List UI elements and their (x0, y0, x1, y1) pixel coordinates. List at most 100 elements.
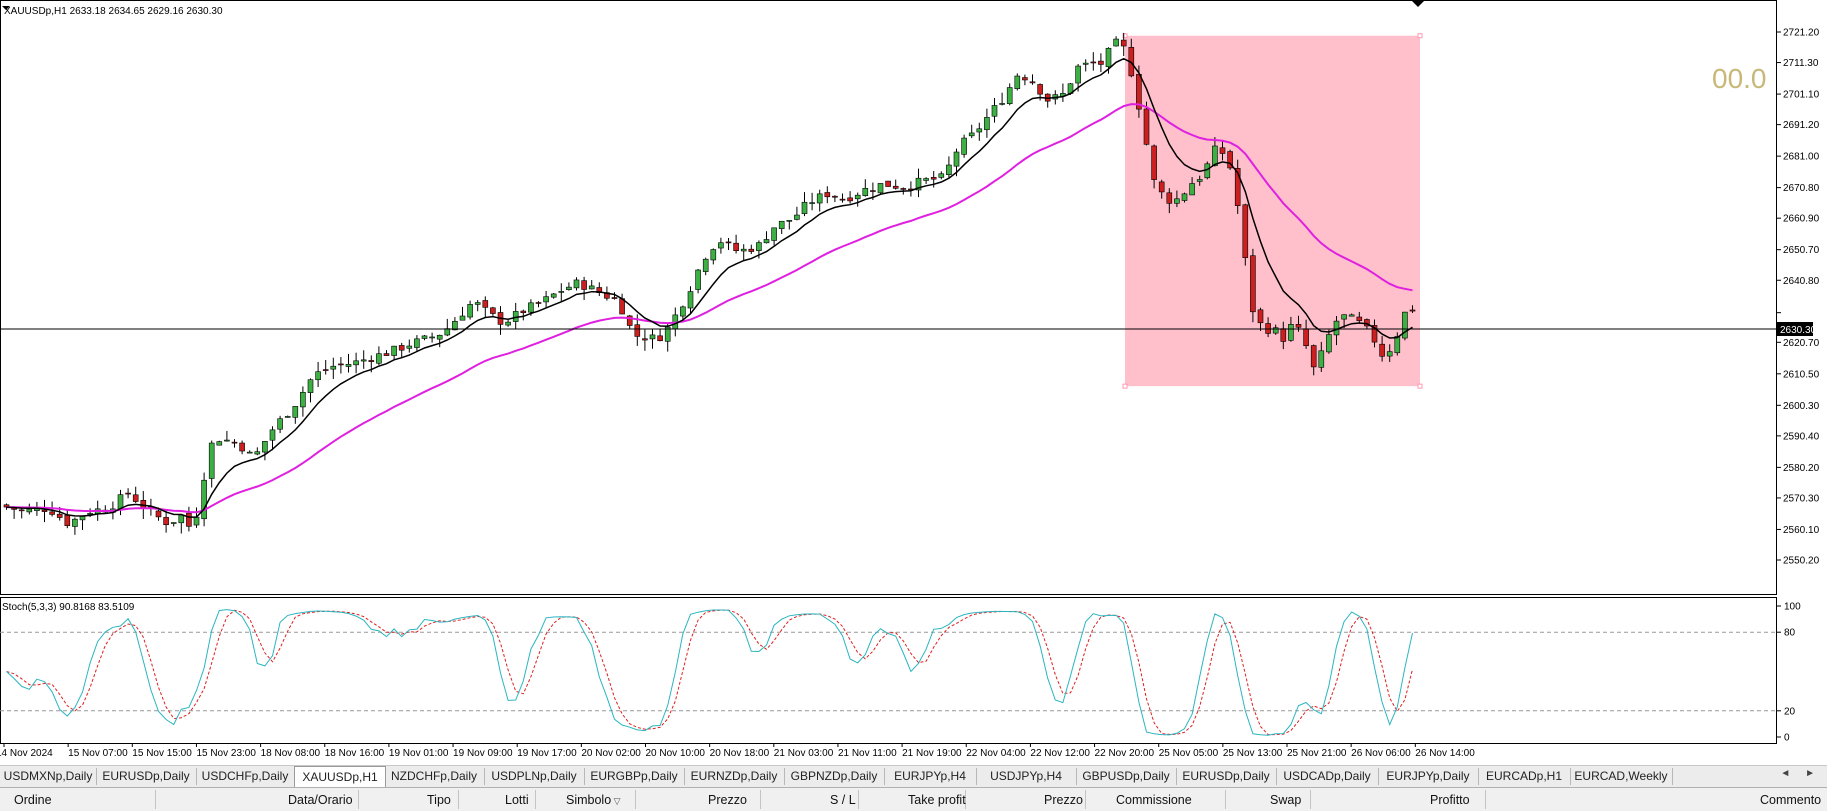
column-separator[interactable] (458, 790, 459, 809)
time-tick-label: 14 Nov 2024 (0, 748, 53, 759)
terminal-column-commissione[interactable]: Commissione (1116, 793, 1192, 807)
chart-tab-usdplnp-daily[interactable]: USDPLNp,Daily (484, 768, 585, 785)
candle-body (1113, 38, 1119, 47)
candle-body (626, 315, 633, 326)
terminal-column-take-profit[interactable]: Take profit (908, 793, 966, 807)
chart-tab-gbpusdp-daily[interactable]: GBPUSDp,Daily (1076, 768, 1177, 785)
terminal-column-prezzo[interactable]: Prezzo (708, 793, 747, 807)
chart-tab-nzdchfp-daily[interactable]: NZDCHFp,Daily (384, 768, 485, 785)
column-separator[interactable] (760, 790, 761, 809)
zone-handle[interactable] (1122, 383, 1128, 389)
chart-tab-eurusdp-daily[interactable]: EURUSDp,Daily (1176, 768, 1277, 785)
chart-tab-usdcadp-daily[interactable]: USDCADp,Daily (1276, 768, 1379, 785)
candle-body (566, 286, 572, 291)
time-tick-label: 20 Nov 18:00 (710, 748, 770, 759)
time-tick-label: 15 Nov 23:00 (196, 748, 256, 759)
price-tick-label: 2701.10 (1783, 90, 1820, 101)
candle-body (315, 371, 321, 381)
terminal-column-prezzo[interactable]: Prezzo (1044, 793, 1083, 807)
chart-tab-eurcadp-h1[interactable]: EURCADp,H1 (1478, 768, 1571, 785)
candle-body (132, 494, 139, 502)
chart-tab-usdmxnp-daily[interactable]: USDMXNp,Daily (0, 768, 97, 785)
candle-body (900, 188, 907, 190)
candle-body (710, 249, 717, 261)
candle-body (163, 517, 169, 526)
candle-body (193, 516, 200, 526)
candle-body (269, 429, 276, 441)
time-tick-label: 18 Nov 08:00 (261, 748, 321, 759)
chart-canvas[interactable]: 2721.20 2711.30 2701.10 2691.20 2681.00 2670.… (0, 0, 1827, 765)
price-zone-rectangle[interactable] (1125, 35, 1420, 387)
terminal-column-data-orario[interactable]: Data/Orario (288, 793, 353, 807)
column-separator[interactable] (155, 790, 156, 809)
chart-menu-icon[interactable] (2, 6, 10, 10)
sort-arrow-icon[interactable]: ▽ (611, 796, 621, 806)
column-separator[interactable] (358, 790, 359, 809)
price-tick-label: 2711.30 (1783, 58, 1819, 69)
zone-handle[interactable] (1417, 33, 1423, 39)
time-tick-label: 18 Nov 16:00 (325, 748, 385, 759)
column-separator[interactable] (1485, 790, 1486, 809)
candle-body (885, 180, 891, 187)
price-tick-label: 2600.30 (1783, 401, 1820, 412)
chart-tab-eurcad-weekly[interactable]: EURCAD,Weekly (1570, 768, 1673, 785)
shift-marker-icon[interactable] (1412, 1, 1424, 7)
time-tick-label: 19 Nov 01:00 (389, 748, 449, 759)
time-tick-label: 19 Nov 17:00 (517, 748, 577, 759)
candle-body (1288, 324, 1294, 341)
time-tick-label: 15 Nov 15:00 (132, 748, 192, 759)
chart-tab-eurnzdp-daily[interactable]: EURNZDp,Daily (684, 768, 785, 785)
column-separator[interactable] (1225, 790, 1226, 809)
price-tick-label: 2650.70 (1783, 245, 1820, 256)
terminal-column-simbolo[interactable]: Simbolo ▽ (566, 793, 621, 807)
column-separator[interactable] (1310, 790, 1311, 809)
candle-body (436, 334, 443, 340)
candle-body (155, 510, 162, 518)
main-chart-frame (0, 0, 1777, 595)
terminal-column-lotti[interactable]: Lotti (505, 793, 529, 807)
candle-body (414, 338, 420, 348)
time-tick-label: 25 Nov 13:00 (1223, 748, 1283, 759)
column-separator[interactable] (858, 790, 859, 809)
candle-body (201, 479, 207, 520)
time-tick-label: 22 Nov 04:00 (966, 748, 1026, 759)
candle-body (824, 192, 831, 198)
chart-tab-eurjpyp-h4[interactable]: EURJPYp,H4 (884, 768, 977, 785)
zone-handle[interactable] (1122, 33, 1128, 39)
column-separator[interactable] (535, 790, 536, 809)
candle-body (170, 522, 177, 524)
terminal-column-ordine[interactable]: Ordine (14, 793, 52, 807)
zone-handle[interactable] (1417, 383, 1423, 389)
chart-tab-gbpnzdp-daily[interactable]: GBPNZDp,Daily (784, 768, 885, 785)
candle-body (1250, 255, 1256, 313)
candle-body (809, 202, 815, 204)
candle-body (1280, 328, 1287, 342)
column-separator[interactable] (965, 790, 966, 809)
candle-body (360, 359, 367, 362)
chart-tab-usdjpyp-h4[interactable]: USDJPYp,H4 (976, 768, 1077, 785)
candle-body (459, 315, 466, 321)
terminal-column-swap[interactable]: Swap (1270, 793, 1302, 807)
candle-body (832, 195, 838, 198)
terminal-column-commento[interactable]: Commento (1760, 793, 1822, 807)
terminal-column-tipo[interactable]: Tipo (427, 793, 451, 807)
candle-body (482, 300, 489, 308)
chart-tab-eurgbpp-daily[interactable]: EURGBPp,Daily (584, 768, 685, 785)
price-tick-label: 2721.20 (1783, 28, 1820, 39)
column-separator[interactable] (1085, 790, 1086, 809)
chart-tab-eurjpyp-daily[interactable]: EURJPYp,Daily (1378, 768, 1479, 785)
terminal-column-s-l[interactable]: S / L (830, 793, 856, 807)
chart-tab-eurusdp-daily[interactable]: EURUSDp,Daily (96, 768, 197, 785)
candle-body (1120, 39, 1127, 47)
candle-body (892, 185, 899, 189)
chart-tab-xauusdp-h1[interactable]: XAUUSDp,H1 (294, 766, 386, 787)
candle-body (581, 280, 587, 290)
terminal-column-profitto[interactable]: Profitto (1430, 793, 1470, 807)
chart-header: XAUUSDp,H1 2633.18 2634.65 2629.16 2630.… (4, 6, 223, 17)
tab-scroll-arrows-icon[interactable]: ◄ ► (1780, 768, 1821, 779)
chart-tab-usdchfp-daily[interactable]: USDCHFp,Daily (196, 768, 295, 785)
column-separator[interactable] (635, 790, 636, 809)
candle-body (338, 363, 344, 366)
candle-body (1326, 334, 1332, 353)
candle-body (1303, 328, 1309, 347)
